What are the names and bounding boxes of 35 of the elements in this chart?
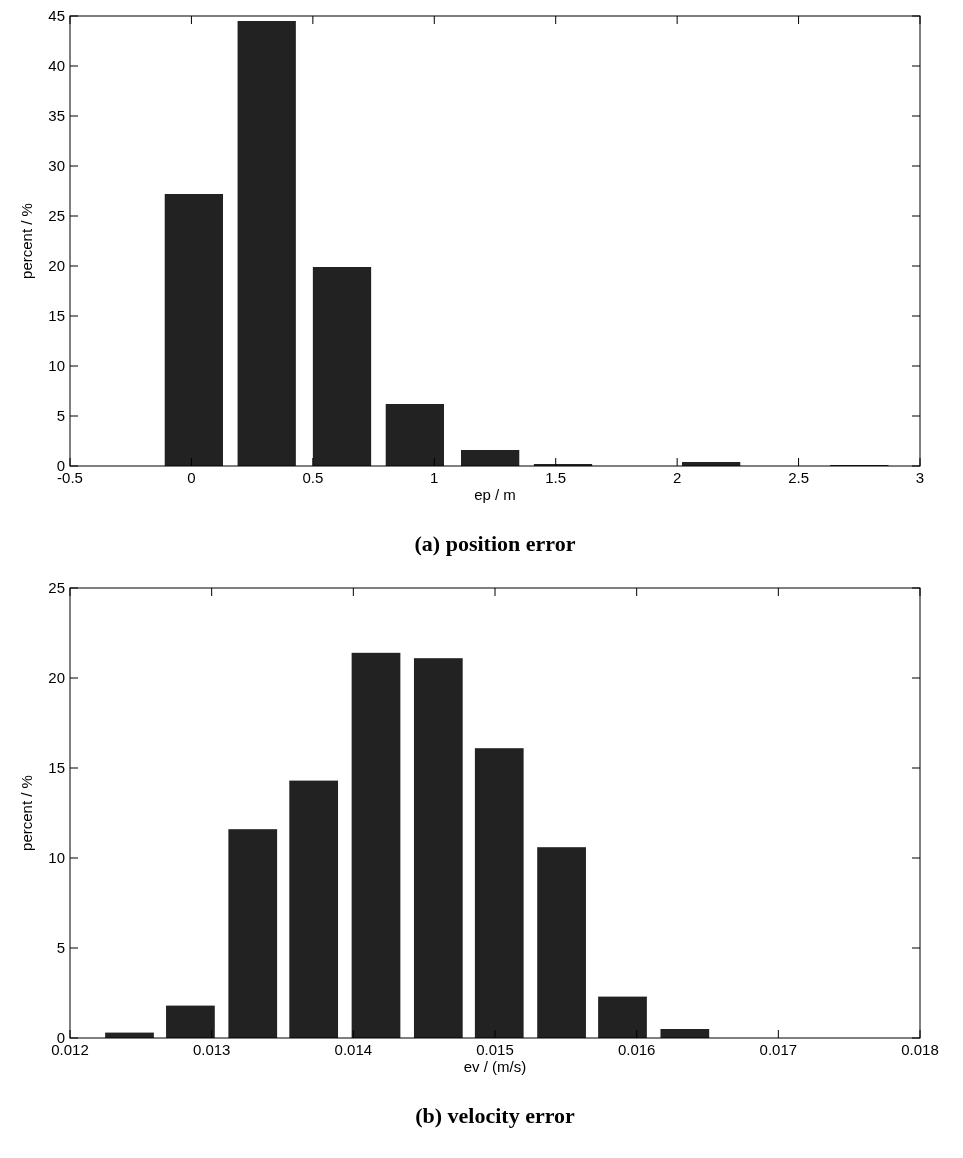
y-tick-label: 10	[48, 357, 65, 374]
x-axis-title: ep / m	[474, 486, 516, 503]
x-tick-label: 1.5	[545, 469, 567, 486]
y-tick-label: 0	[56, 457, 65, 474]
x-tick-label: 1	[430, 469, 439, 486]
y-tick-label: 35	[48, 107, 65, 124]
y-axis-title: percent / %	[18, 203, 35, 279]
y-tick-label: 5	[56, 939, 65, 956]
y-tick-label: 25	[48, 579, 65, 596]
y-tick-label: 45	[48, 7, 65, 24]
y-tick-label: 15	[48, 759, 65, 776]
y-tick-label: 20	[48, 669, 65, 686]
x-tick-label: 0.013	[192, 1041, 231, 1058]
x-tick-label: 0.015	[476, 1041, 514, 1058]
x-tick-label: 0.5	[302, 469, 324, 486]
y-axis-title: percent / %	[18, 775, 35, 851]
x-tick-label: 0.018	[901, 1041, 939, 1058]
x-tick-label: 2	[672, 469, 682, 486]
y-tick-label: 20	[48, 257, 65, 274]
x-tick-label: 2.5	[788, 469, 809, 486]
x-tick-label: 0.016	[617, 1041, 656, 1058]
x-tick-label: 3	[915, 469, 925, 486]
x-tick-label: 0.017	[759, 1041, 798, 1058]
y-tick-label: 5	[56, 407, 65, 424]
y-tick-label: 10	[48, 849, 65, 866]
text: (b) velocity error	[415, 1103, 576, 1128]
y-tick-label: 25	[48, 207, 65, 224]
x-axis-title: ev / (m/s)	[463, 1058, 527, 1075]
x-tick-label: 0	[187, 469, 196, 486]
y-tick-label: 40	[48, 57, 65, 74]
y-tick-label: 30	[48, 157, 65, 174]
x-tick-label: 0.014	[334, 1041, 373, 1058]
text: (a) position error	[414, 531, 576, 556]
y-tick-label: 0	[56, 1029, 65, 1046]
y-tick-label: 15	[48, 307, 65, 324]
